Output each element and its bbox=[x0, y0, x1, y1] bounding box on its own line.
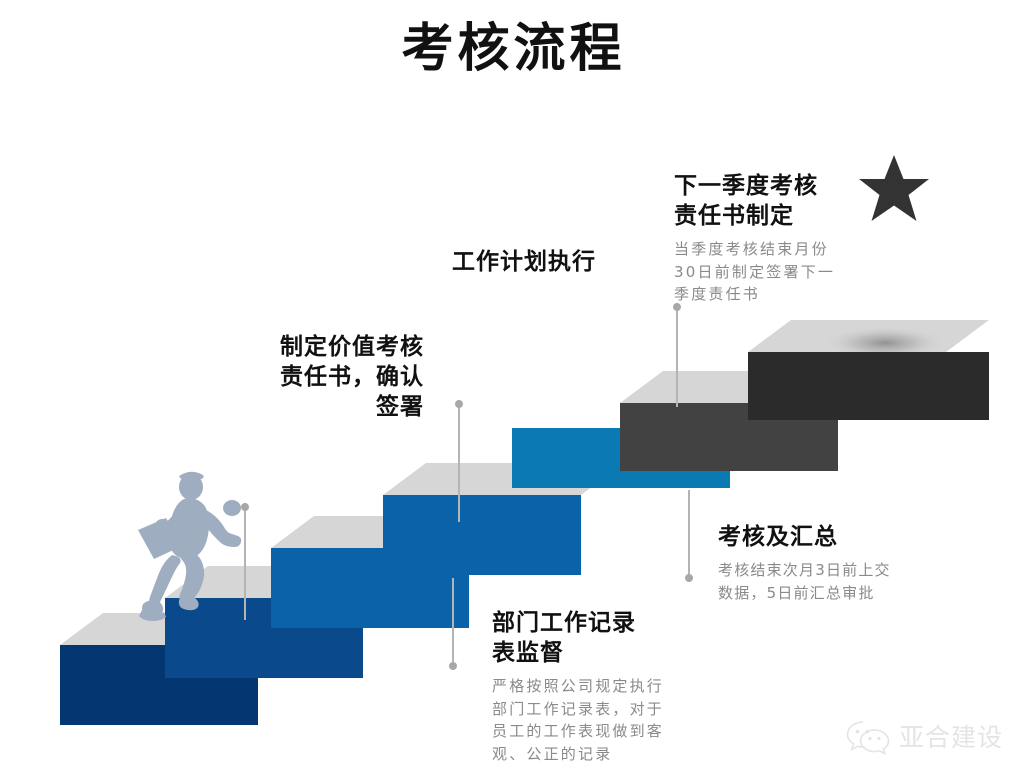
stair-step-7 bbox=[748, 320, 989, 420]
businessman-climbing-silhouette bbox=[138, 471, 242, 621]
page-title: 考核流程 bbox=[401, 19, 626, 79]
connector-line-3 bbox=[673, 303, 681, 407]
callout-3-heading: 下一季度考核 责任书制定 bbox=[674, 173, 818, 229]
connector-dot bbox=[449, 662, 457, 670]
callout-2-heading: 工作计划执行 bbox=[452, 249, 596, 275]
callout-1-heading: 制定价值考核 责任书，确认 签署 bbox=[280, 334, 424, 420]
connector-dot bbox=[455, 400, 463, 408]
connector-line-5 bbox=[685, 490, 693, 582]
stair-step-7-front bbox=[748, 352, 989, 420]
callout-4-heading: 部门工作记录 表监督 bbox=[492, 610, 636, 666]
callout-5-heading: 考核及汇总 bbox=[718, 524, 838, 550]
wechat-logo-icon bbox=[846, 721, 890, 755]
connector-line-4 bbox=[449, 578, 457, 670]
callout-assessment-and-summary: 考核及汇总 考核结束次月3日前上交数据，5日前汇总审批 bbox=[718, 523, 896, 604]
stair-step-4-front bbox=[383, 495, 581, 575]
callout-3-body: 当季度考核结束月份30日前制定签署下一季度责任书 bbox=[674, 239, 836, 304]
callout-work-plan-execution: 工作计划执行 bbox=[452, 248, 642, 278]
callout-create-value-assessment: 制定价值考核 责任书，确认 签署 bbox=[212, 333, 424, 423]
connector-stem bbox=[676, 303, 678, 407]
callout-5-body: 考核结束次月3日前上交数据，5日前汇总审批 bbox=[718, 560, 891, 602]
watermark: 亚合建设 bbox=[846, 714, 1016, 760]
callout-department-worklog-supervision: 部门工作记录 表监督 严格按照公司规定执行部门工作记录表，对于员工的工作表现做到客… bbox=[492, 609, 664, 766]
watermark-text: 亚合建设 bbox=[899, 722, 1004, 752]
callout-next-quarter-assessment: 下一季度考核 责任书制定 当季度考核结束月份30日前制定签署下一季度责任书 bbox=[674, 172, 844, 306]
callout-4-body: 严格按照公司规定执行部门工作记录表，对于员工的工作表现做到客观、公正的记录 bbox=[492, 676, 665, 764]
connector-dot bbox=[673, 303, 681, 311]
connector-line-1 bbox=[241, 503, 249, 620]
connector-stem bbox=[452, 578, 454, 670]
connector-stem bbox=[458, 400, 460, 522]
connector-stem bbox=[688, 490, 690, 582]
connector-dot bbox=[241, 503, 249, 511]
connector-line-2 bbox=[455, 400, 463, 522]
stair-top-spotlight bbox=[823, 326, 947, 360]
connector-stem bbox=[244, 503, 246, 620]
star-icon bbox=[859, 155, 929, 221]
connector-dot bbox=[685, 574, 693, 582]
